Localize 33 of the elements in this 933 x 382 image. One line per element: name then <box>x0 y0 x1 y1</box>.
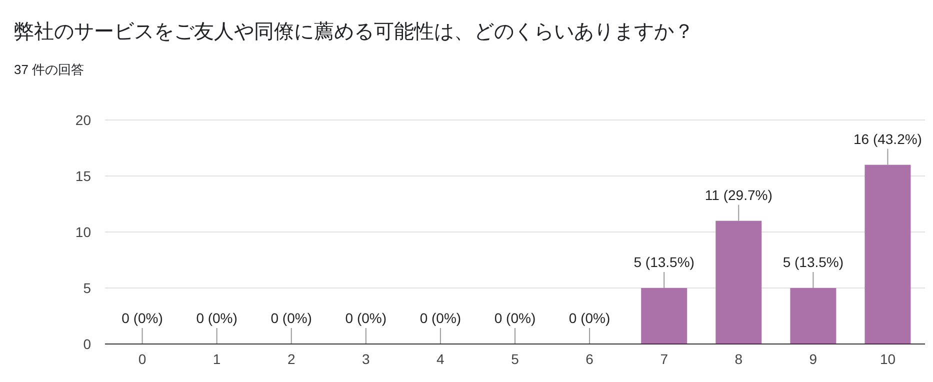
data-label: 0 (0%) <box>270 310 312 326</box>
y-tick-label: 5 <box>83 280 92 296</box>
x-tick-label: 2 <box>287 351 296 367</box>
y-tick-label: 10 <box>75 224 92 240</box>
bar <box>790 288 836 344</box>
data-label: 0 (0%) <box>420 310 462 326</box>
data-label: 5 (13.5%) <box>634 254 694 270</box>
data-label: 0 (0%) <box>494 310 536 326</box>
x-tick-label: 6 <box>586 351 594 367</box>
y-tick-label: 0 <box>83 336 92 352</box>
y-tick-label: 15 <box>75 168 92 184</box>
x-tick-label: 5 <box>511 351 520 367</box>
x-tick-label: 0 <box>138 351 146 367</box>
x-tick-label: 7 <box>660 351 668 367</box>
x-tick-label: 1 <box>212 351 221 367</box>
x-tick-label: 9 <box>809 351 818 367</box>
y-tick-label: 20 <box>75 112 92 128</box>
x-tick-label: 10 <box>880 351 896 367</box>
chart-title: 弊社のサービスをご友人や同僚に薦める可能性は、どのくらいありますか？ <box>14 21 694 43</box>
x-tick-label: 8 <box>734 351 743 367</box>
data-label: 0 (0%) <box>568 310 610 326</box>
data-label: 0 (0%) <box>122 310 163 326</box>
x-tick-label: 4 <box>436 351 445 367</box>
data-label: 0 (0%) <box>196 310 238 326</box>
data-label: 16 (43.2%) <box>853 130 922 147</box>
data-label: 5 (13.5%) <box>782 254 844 270</box>
chart-subtitle: 37 件の回答 <box>14 62 84 77</box>
x-tick-label: 3 <box>362 351 370 367</box>
bar <box>641 288 688 344</box>
data-label: 11 (29.7%) <box>704 186 772 203</box>
bar <box>716 220 762 344</box>
bar <box>864 164 911 344</box>
data-label: 0 (0%) <box>345 310 387 326</box>
